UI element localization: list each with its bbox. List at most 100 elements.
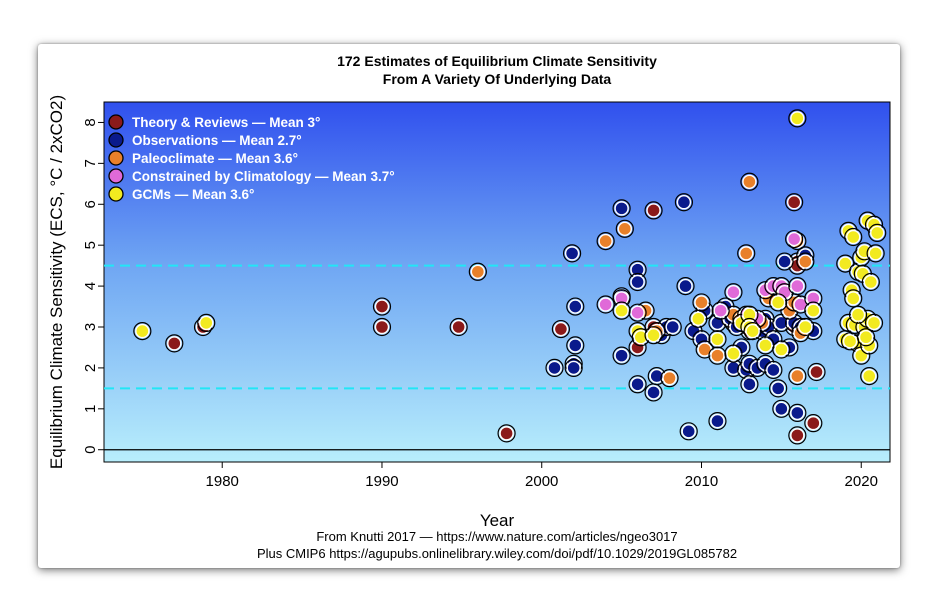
legend: Theory & Reviews — Mean 3° Observations … <box>108 114 395 202</box>
legend-label-theory: Theory & Reviews — Mean 3° <box>132 115 320 130</box>
source-note-knutti: From Knutti 2017 — https://www.nature.co… <box>316 529 677 544</box>
paleoclimate-point <box>598 233 613 249</box>
theory-point <box>809 364 824 380</box>
paleoclimate-point-ring <box>708 346 727 365</box>
observation-point-ring <box>628 272 647 292</box>
observation-point-ring <box>628 375 647 394</box>
observation-point <box>646 385 661 400</box>
theory-point <box>374 319 390 335</box>
theory-point <box>790 428 805 443</box>
theory-point-ring <box>497 424 516 443</box>
y-axis: 0 1 2 3 4 5 6 7 8 <box>82 118 104 454</box>
y-tick-label: 8 <box>82 118 99 126</box>
observation-point <box>770 381 786 396</box>
gcm-point <box>646 327 661 343</box>
theory-point <box>499 426 514 441</box>
climatology-point <box>630 305 645 320</box>
observation-point <box>681 424 696 439</box>
paleoclimate-point <box>694 295 709 310</box>
gcm-point-ring <box>689 309 708 328</box>
gcm-point <box>758 338 773 353</box>
observation-point <box>630 274 645 290</box>
observation-point-ring <box>764 360 783 380</box>
gcm-point-ring <box>868 223 887 243</box>
gcm-point <box>691 311 706 327</box>
gcm-point-ring <box>772 340 791 359</box>
climatology-point-ring <box>711 301 730 320</box>
observation-point-ring <box>564 358 583 378</box>
climatology-point <box>786 231 802 247</box>
paleoclimate-point-ring <box>737 244 756 263</box>
y-tick-label: 7 <box>82 159 99 167</box>
gcm-point-ring <box>864 313 884 333</box>
paleoclimate-point <box>617 221 633 237</box>
observation-point-ring <box>612 346 631 365</box>
plot-area <box>103 101 891 463</box>
paleoclimate-point <box>662 370 677 386</box>
observation-point <box>547 360 562 376</box>
climatology-point-ring <box>785 229 804 249</box>
gcm-point <box>135 323 150 339</box>
theory-point-ring <box>785 193 804 212</box>
observation-point <box>630 377 645 392</box>
observation-point-ring <box>562 244 582 263</box>
gcm-point-ring <box>861 272 880 292</box>
observation-point-ring <box>708 411 727 431</box>
gcm-point <box>199 315 214 331</box>
observation-point <box>790 405 805 421</box>
y-tick-label: 5 <box>82 241 99 249</box>
paleoclimate-point-ring <box>660 369 679 388</box>
theory-point-ring <box>644 201 663 220</box>
chart-title: 172 Estimates of Equilibrium Climate Sen… <box>337 53 657 69</box>
gcm-point <box>863 274 879 290</box>
gcm-point <box>710 332 725 347</box>
gcm-point-ring <box>743 321 762 341</box>
theory-point <box>786 195 802 210</box>
observation-point-ring <box>676 276 695 296</box>
theory-point-ring <box>372 317 392 337</box>
gcm-point <box>770 295 786 310</box>
gcm-point-ring <box>848 305 868 324</box>
gcm-point <box>806 303 821 318</box>
chart-card: 172 Estimates of Equilibrium Climate Sen… <box>38 44 900 568</box>
observation-point <box>564 246 580 261</box>
gcm-point-ring <box>133 321 152 341</box>
chart-svg: 172 Estimates of Equilibrium Climate Sen… <box>47 53 891 561</box>
theory-point-ring <box>551 319 571 339</box>
y-tick-label: 0 <box>82 446 99 454</box>
observation-point-ring <box>679 422 698 441</box>
theory-point-ring <box>165 334 184 353</box>
climatology-point-ring <box>788 276 807 296</box>
y-tick-label: 1 <box>82 405 99 413</box>
gcm-point-ring <box>612 301 631 320</box>
gcm-point-ring <box>844 289 863 308</box>
climatology-point-ring <box>628 303 647 322</box>
gcm-point-ring <box>866 244 885 263</box>
legend-marker-gcms <box>108 186 124 202</box>
chart-subtitle: From A Variety Of Underlying Data <box>383 71 612 87</box>
gcm-point <box>726 346 741 361</box>
y-tick-label: 6 <box>82 200 99 208</box>
legend-label-gcms: GCMs — Mean 3.6° <box>132 187 254 202</box>
climatology-point <box>726 285 741 300</box>
gcm-point <box>745 323 760 339</box>
observation-point-ring <box>545 358 564 378</box>
y-tick-label: 4 <box>82 282 99 290</box>
gcm-point-ring <box>197 313 216 333</box>
x-axis: 1980 1990 2000 2010 2020 <box>206 462 878 490</box>
gcm-point <box>858 330 874 345</box>
paleoclimate-point <box>739 246 754 261</box>
gcm-point <box>850 307 866 322</box>
theory-point <box>374 299 390 314</box>
gcm-point <box>862 368 877 384</box>
x-tick-label: 2000 <box>525 473 558 490</box>
paleoclimate-point <box>742 174 757 189</box>
observation-point <box>678 278 693 294</box>
observation-point-ring <box>769 379 788 398</box>
paleoclimate-point-ring <box>788 366 807 386</box>
reference-lines <box>104 264 890 451</box>
x-tick-label: 1990 <box>365 473 398 490</box>
legend-label-paleoclimate: Paleoclimate — Mean 3.6° <box>132 151 298 166</box>
observation-point <box>742 377 757 392</box>
paleoclimate-point <box>470 264 486 279</box>
